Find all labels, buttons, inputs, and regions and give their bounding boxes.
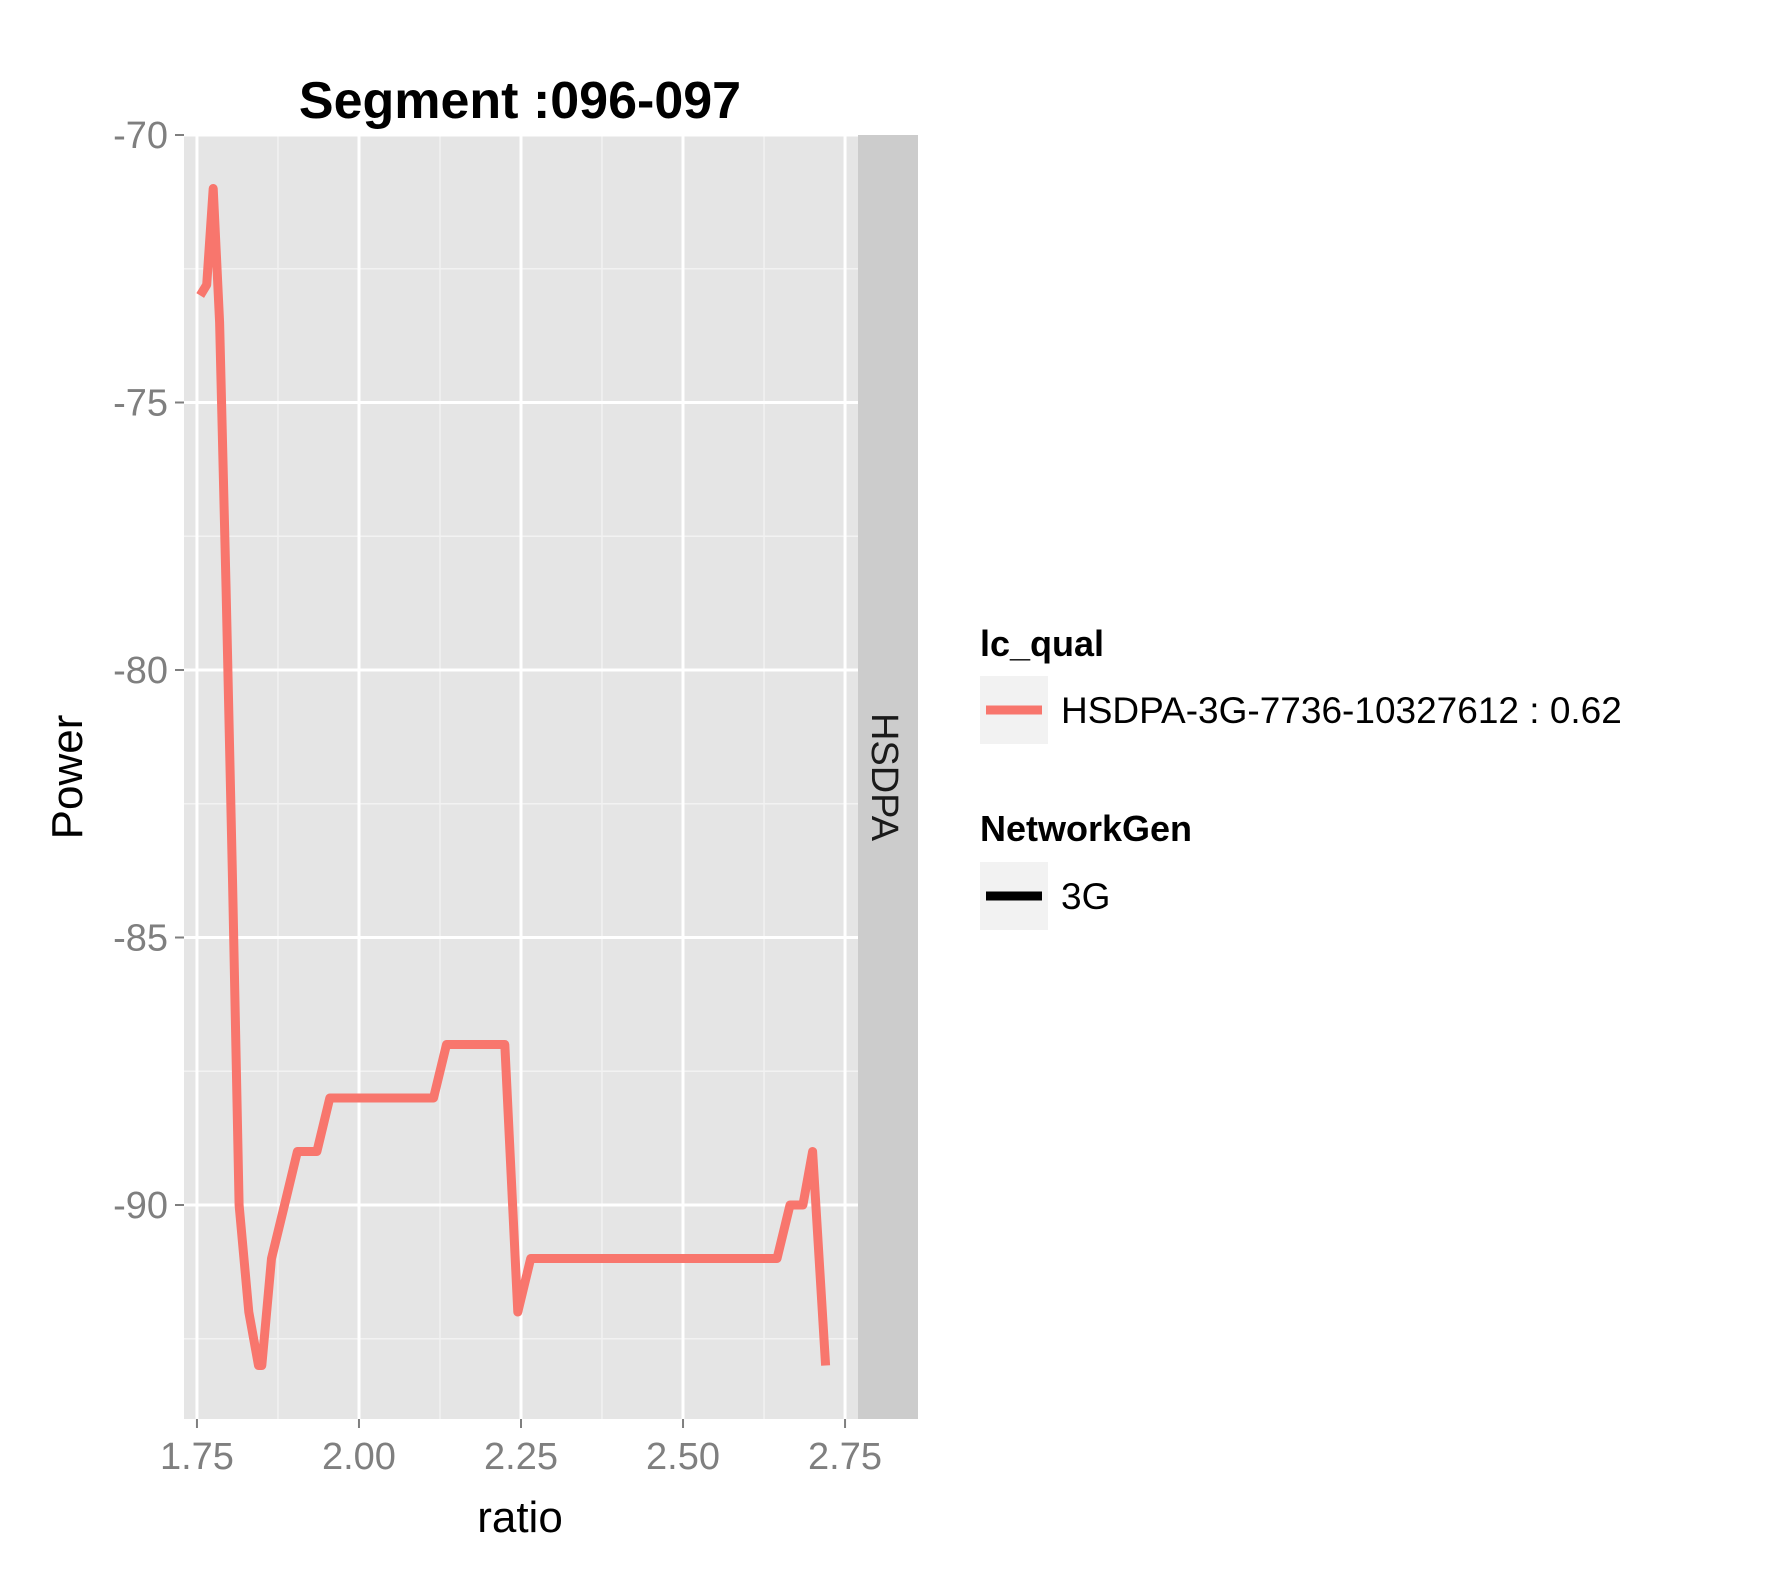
facet-strip [858, 135, 918, 1419]
major-gridlines [184, 133, 858, 1419]
x-tick-label: 1.75 [160, 1436, 234, 1478]
x-axis: 1.75 2.00 2.25 2.50 2.75 [160, 1419, 882, 1478]
y-tick-label: -85 [113, 918, 168, 960]
legend-title-lc-qual: lc_qual [980, 623, 1104, 664]
legend-lc-qual: lc_qual HSDPA-3G-7736-10327612 : 0.62 [980, 623, 1622, 744]
facet-strip-label: HSDPA [863, 713, 905, 842]
minor-gridlines [184, 135, 858, 1419]
legend-networkgen: NetworkGen 3G [980, 808, 1192, 930]
x-tick-label: 2.75 [808, 1436, 882, 1478]
legend-label-lc-qual: HSDPA-3G-7736-10327612 : 0.62 [1061, 690, 1622, 731]
y-tick-label: -80 [113, 650, 168, 692]
x-axis-title: ratio [477, 1493, 563, 1542]
x-tick-label: 2.00 [322, 1436, 396, 1478]
legend-label-networkgen: 3G [1061, 876, 1110, 917]
series-line-hsdpa [196, 184, 831, 1370]
y-axis: -70 -75 -80 -85 -90 [113, 115, 184, 1227]
x-tick-label: 2.25 [484, 1436, 558, 1478]
y-tick-label: -75 [113, 383, 168, 425]
y-axis-title: Power [43, 715, 92, 840]
chart-title: Segment :096-097 [299, 72, 741, 130]
y-tick-label: -90 [113, 1185, 168, 1227]
y-tick-label: -70 [113, 115, 168, 157]
x-tick-label: 2.50 [646, 1436, 720, 1478]
legend-title-networkgen: NetworkGen [980, 808, 1192, 849]
